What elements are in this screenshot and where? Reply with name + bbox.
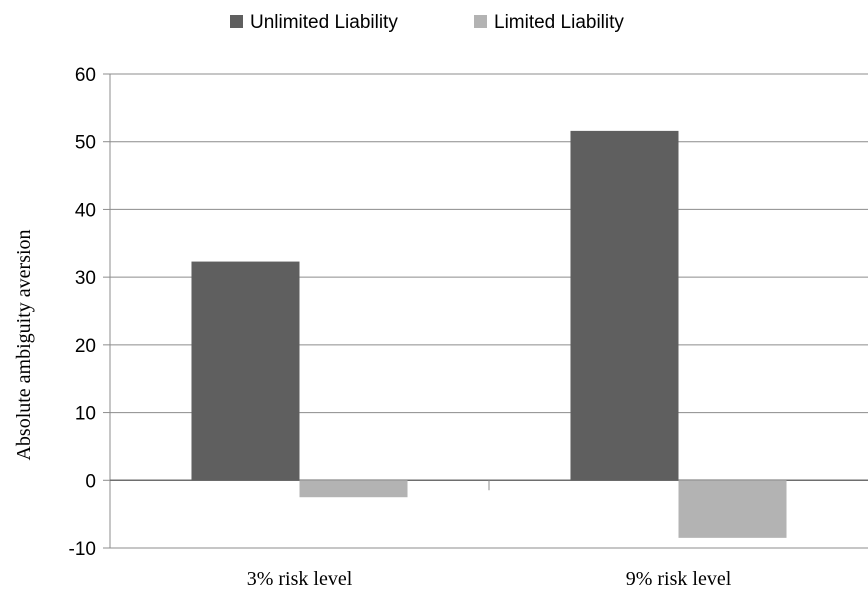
bar-limited-liability xyxy=(299,480,408,498)
y-tick-label: 60 xyxy=(75,65,96,86)
bar-unlimited-liability xyxy=(570,130,679,481)
x-category-labels: 3% risk level 9% risk level xyxy=(247,568,732,590)
y-tick-label: -10 xyxy=(69,539,96,560)
y-tick-label: 20 xyxy=(75,336,96,357)
legend-label: Limited Liability xyxy=(494,12,624,33)
y-tick-label: 30 xyxy=(75,268,96,289)
legend-label: Unlimited Liability xyxy=(250,12,398,33)
legend: Unlimited Liability Limited Liability xyxy=(230,12,624,33)
bar-limited-liability xyxy=(678,480,787,538)
y-axis-title: Absolute ambiguity aversion xyxy=(13,229,35,460)
bars xyxy=(191,130,787,538)
bar-unlimited-liability xyxy=(191,261,300,481)
y-tick-label: 40 xyxy=(75,200,96,221)
y-tick-label: 50 xyxy=(75,133,96,154)
x-category-label: 3% risk level xyxy=(247,568,353,590)
y-tick-label: 10 xyxy=(75,404,96,425)
y-tick-labels: -10 0 10 20 30 40 50 60 xyxy=(69,65,96,560)
y-tick-label: 0 xyxy=(85,471,96,492)
legend-swatch xyxy=(230,15,243,28)
legend-swatch xyxy=(474,15,487,28)
x-category-label: 9% risk level xyxy=(626,568,732,590)
